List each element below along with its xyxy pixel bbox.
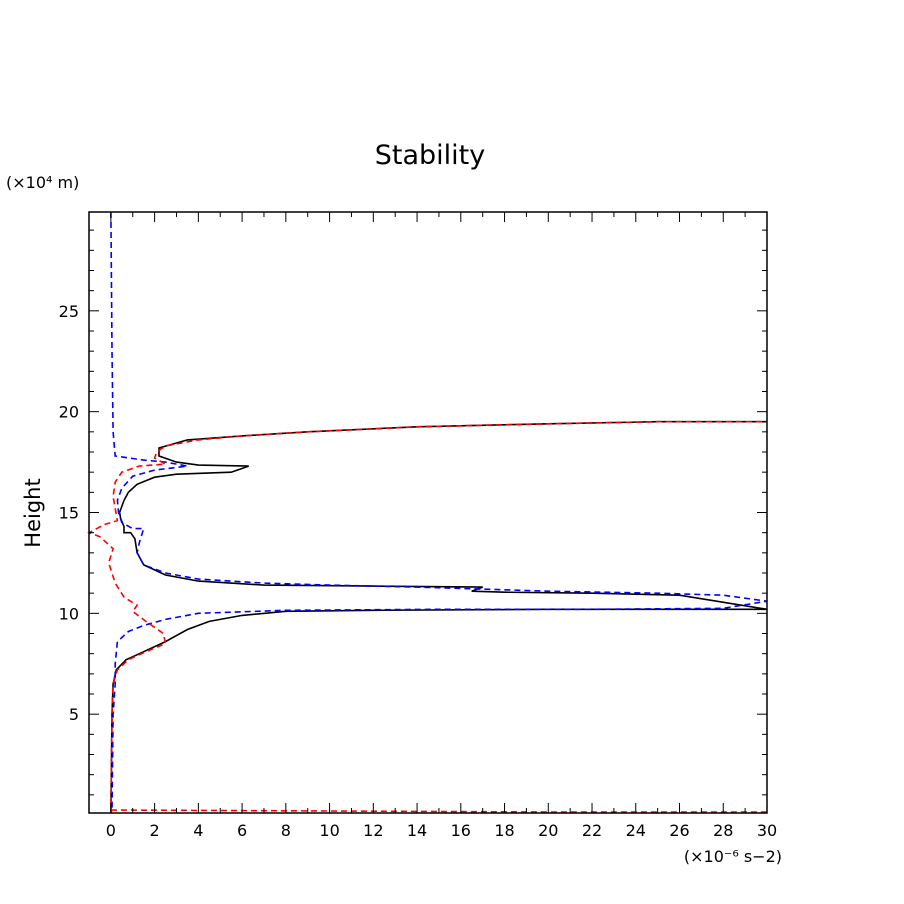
x-unit-label: (×10⁻⁶ s−2) [684,847,782,866]
y-tick-label: 10 [59,604,79,623]
y-tick-label: 15 [59,504,79,523]
x-tick-label: 30 [757,821,777,840]
y-axis-label: Height [21,478,45,547]
x-tick-label: 6 [237,821,247,840]
x-tick-label: 8 [281,821,291,840]
x-tick-label: 4 [193,821,203,840]
plot-frame [88,211,768,814]
chart-title: Stability [375,140,486,171]
x-tick-label: 22 [582,821,602,840]
y-tick-label: 5 [69,705,79,724]
ticks-layer [88,212,768,813]
y-tick-label: 20 [59,403,79,422]
y-unit-label: (×10⁴ m) [6,173,79,192]
series-line-2 [110,211,768,813]
x-tick-label: 20 [538,821,558,840]
x-tick-label: 24 [626,821,646,840]
x-tick-label: 2 [150,821,160,840]
x-tick-label: 12 [363,821,383,840]
x-tick-label: 28 [713,821,733,840]
y-tick-label: 25 [59,302,79,321]
series-line-3 [87,420,767,814]
x-tick-label: 0 [106,821,116,840]
x-tick-label: 16 [451,821,471,840]
x-tick-label: 10 [319,821,339,840]
x-tick-label: 18 [494,821,514,840]
series-line-1 [110,420,768,814]
x-tick-label: 14 [407,821,427,840]
x-tick-label: 26 [669,821,689,840]
series-layer [87,211,768,814]
